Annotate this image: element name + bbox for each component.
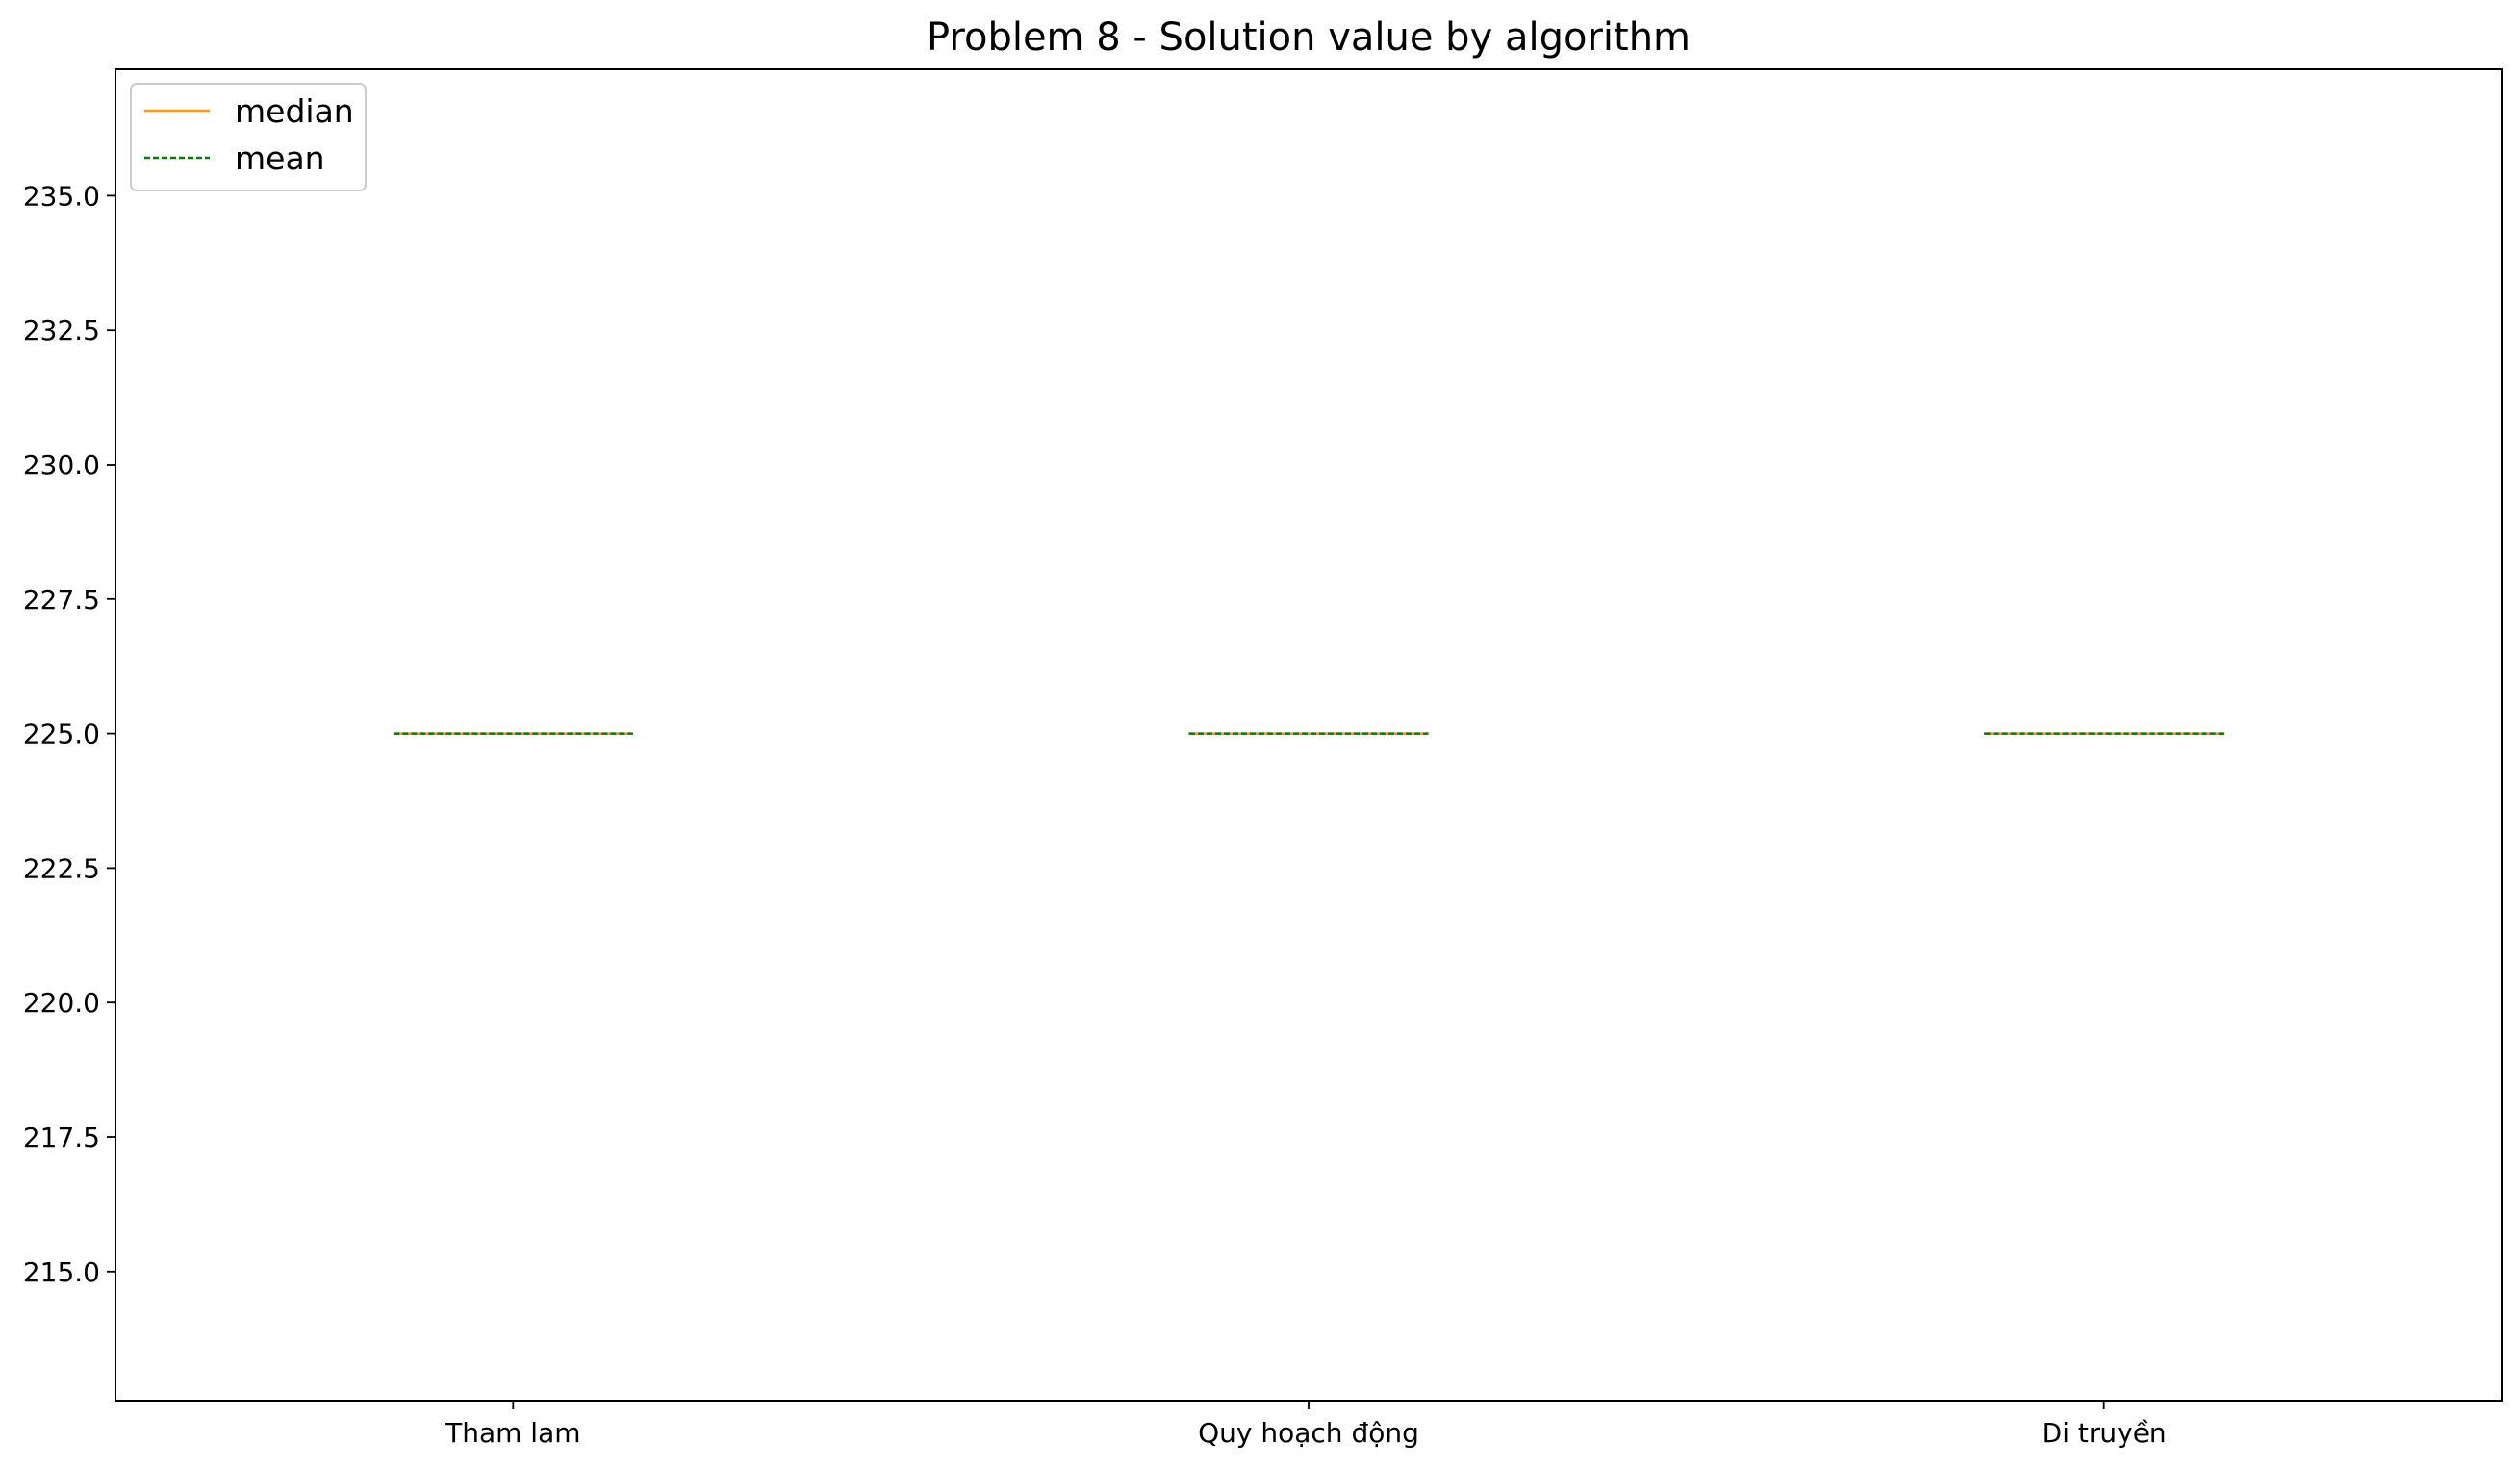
x-tick-label: Di truyền (2042, 1417, 2167, 1449)
legend-median-label: median (235, 92, 354, 130)
y-tick-label: 230.0 (23, 449, 100, 481)
boxes-layer (393, 732, 2225, 735)
x-tick-label: Quy hoạch động (1198, 1417, 1419, 1449)
legend-mean-label: mean (235, 139, 325, 177)
y-tick-label: 222.5 (23, 852, 100, 884)
x-tick-label: Tham lam (445, 1417, 580, 1449)
legend: median mean (130, 83, 367, 191)
y-tick-label: 227.5 (23, 584, 100, 616)
box-0 (393, 732, 633, 735)
y-tick-label: 235.0 (23, 180, 100, 212)
box-1 (1188, 732, 1429, 735)
chart-title: Problem 8 - Solution value by algorithm (927, 15, 1691, 60)
x-axis: Tham lam Quy hoạch động Di truyền (445, 1401, 2167, 1449)
y-tick-label: 215.0 (23, 1256, 100, 1288)
plot-area-frame (115, 68, 2503, 1402)
box-2 (1984, 732, 2225, 735)
y-tick-label: 232.5 (23, 315, 100, 346)
y-tick-label: 225.0 (23, 719, 100, 750)
y-axis: 215.0 217.5 220.0 222.5 225.0 227.5 230.0 232.5… (23, 180, 115, 1288)
y-tick-label: 220.0 (23, 987, 100, 1019)
y-tick-label: 217.5 (23, 1122, 100, 1153)
